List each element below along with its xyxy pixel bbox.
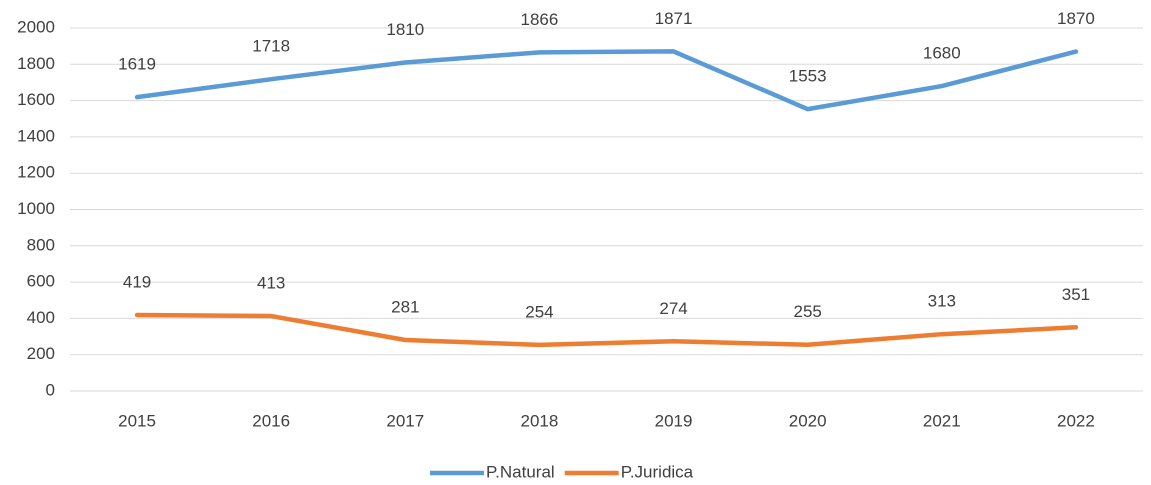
y-tick-label: 1200 [17,163,55,182]
y-tick-label: 200 [27,344,55,363]
data-label: 1680 [923,44,961,63]
data-label: 1866 [521,10,559,29]
x-tick-label: 2022 [1057,411,1095,430]
x-tick-label: 2019 [655,411,693,430]
x-tick-label: 2021 [923,411,961,430]
y-tick-label: 400 [27,308,55,327]
data-label: 313 [928,292,956,311]
data-label: 1553 [789,67,827,86]
y-tick-label: 0 [46,380,55,399]
data-label: 1718 [252,37,290,56]
y-tick-label: 1600 [17,90,55,109]
x-tick-label: 2017 [386,411,424,430]
series-line [134,312,1079,348]
data-label: 351 [1062,285,1090,304]
legend-label: P.Juridica [621,462,694,481]
y-tick-label: 1800 [17,54,55,73]
y-tick-label: 800 [27,235,55,254]
y-tick-label: 2000 [17,17,55,36]
data-label: 281 [391,297,419,316]
data-label: 254 [525,302,553,321]
y-tick-label: 1400 [17,126,55,145]
data-label: 1619 [118,55,156,74]
data-label: 274 [659,299,687,318]
legend-label: P.Natural [486,462,555,481]
data-label: 1810 [386,20,424,39]
data-label: 1870 [1057,9,1095,28]
x-tick-label: 2016 [252,411,290,430]
y-tick-label: 600 [27,272,55,291]
x-tick-label: 2020 [789,411,827,430]
data-label: 413 [257,274,285,293]
data-label: 419 [123,272,151,291]
y-tick-label: 1000 [17,199,55,218]
x-tick-label: 2018 [521,411,559,430]
series-line [134,49,1079,112]
data-label: 1871 [655,9,693,28]
data-label: 255 [794,302,822,321]
x-tick-label: 2015 [118,411,156,430]
